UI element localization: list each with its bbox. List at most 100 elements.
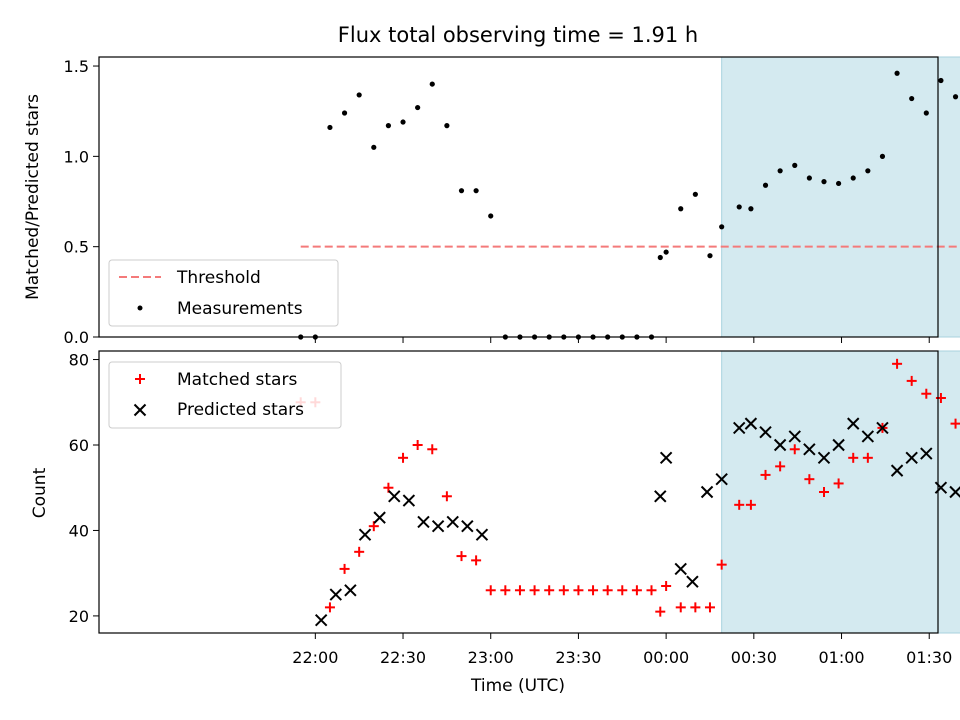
top-y-tick-label: 1.5: [64, 57, 89, 76]
measurement-point: [894, 70, 900, 76]
predicted-point: [905, 451, 918, 465]
top-x-tick-marks: [314, 337, 930, 343]
matched-point: [675, 602, 686, 613]
matched-point: [617, 585, 628, 596]
matched-point: [573, 585, 584, 596]
predicted-point: [388, 490, 401, 503]
x-axis: 22:00 22:30 23:00 23:30 00:00 00:30 01:00 01:30…: [292, 633, 952, 667]
matched-point: [383, 482, 394, 493]
matched-point: [892, 358, 903, 369]
predicted-point: [674, 562, 687, 576]
matched-point: [631, 585, 642, 596]
measurement-point: [762, 182, 769, 188]
matched-point: [734, 499, 745, 510]
predicted-point: [329, 588, 342, 601]
top-panel: 0.0 0.5 1.0 1.5 Matched/Predicted stars Thr…: [23, 56, 960, 347]
x-tick-label: 22:30: [380, 648, 426, 667]
measurement-point: [400, 119, 406, 125]
measurement-point: [736, 204, 742, 210]
top-y-tick-label: 0.5: [64, 238, 89, 257]
matched-point: [704, 602, 715, 613]
predicted-point: [417, 515, 430, 529]
matched-point: [544, 585, 555, 596]
predicted-point: [654, 490, 667, 503]
matched-point: [588, 585, 599, 596]
legend-matched-label: Matched stars: [177, 370, 297, 390]
observing-window-shade-bottom: [721, 350, 960, 634]
measurement-point: [657, 254, 663, 261]
matched-point: [921, 388, 932, 399]
matched-point: [745, 499, 756, 510]
measurement-point: [777, 168, 783, 174]
matched-point: [833, 478, 844, 489]
top-y-axis-label: Matched/Predicted stars: [23, 94, 43, 300]
predicted-point: [817, 451, 831, 465]
measurement-point: [821, 179, 827, 185]
measurement-point: [923, 110, 929, 116]
predicted-point: [431, 519, 445, 533]
matched-point: [339, 563, 350, 574]
predicted-point: [788, 430, 801, 443]
top-y-tick-label: 0.0: [64, 328, 89, 347]
matched-point: [646, 585, 657, 596]
predicted-point: [920, 447, 933, 460]
predicted-point: [847, 417, 860, 430]
legend-matched-marker: [135, 374, 145, 384]
bottom-y-axis-label: Count: [30, 467, 50, 518]
matched-point: [655, 606, 666, 617]
matched-point: [558, 585, 569, 596]
top-axes-frame: [98, 56, 939, 338]
measurement-point: [488, 213, 494, 219]
matched-point: [514, 585, 525, 596]
bottom-y-tick-label: 40: [69, 521, 89, 540]
bottom-y-tick-label: 20: [69, 607, 89, 626]
predicted-point: [949, 485, 960, 499]
predicted-point: [876, 421, 889, 435]
measurement-point: [678, 206, 684, 212]
x-tick-label: 22:00: [292, 648, 338, 667]
matched-point: [862, 452, 873, 463]
bottom-y-tick-label: 80: [69, 351, 89, 370]
measurement-point: [909, 95, 915, 102]
matched-point: [398, 452, 409, 463]
predicted-point: [934, 481, 948, 494]
measurement-point: [792, 162, 798, 168]
x-tick-label: 00:30: [731, 648, 777, 667]
predicted-point: [344, 584, 357, 597]
matched-point: [529, 585, 540, 596]
measurement-point: [415, 104, 421, 111]
matched-point: [818, 487, 829, 497]
legend-measurements-swatch: [137, 305, 143, 311]
measurement-point: [719, 224, 725, 230]
bottom-axes-frame: [98, 350, 939, 634]
chart-title: Flux total observing time = 1.91 h: [338, 23, 698, 47]
predicted-point: [861, 430, 875, 443]
top-y-axis: 0.0 0.5 1.0 1.5: [64, 57, 99, 347]
predicted-stars-series: [314, 417, 960, 627]
matched-point: [354, 546, 365, 557]
matched-point: [789, 444, 800, 455]
measurement-point: [371, 144, 377, 150]
predicted-point: [358, 528, 372, 541]
predicted-point: [659, 451, 673, 465]
measurement-point: [865, 168, 871, 174]
predicted-point: [733, 421, 746, 435]
x-tick-label: 23:00: [468, 648, 514, 667]
predicted-point: [373, 511, 386, 524]
bottom-y-tick-label: 60: [69, 436, 89, 455]
predicted-point: [700, 485, 714, 499]
x-axis-label: Time (UTC): [470, 676, 565, 696]
predicted-point: [759, 425, 772, 439]
measurement-point: [473, 188, 479, 194]
predicted-point: [314, 613, 328, 627]
legend-measurements-label: Measurements: [177, 299, 303, 319]
matched-point: [661, 581, 672, 591]
measurement-point: [356, 92, 362, 98]
matched-point: [471, 555, 482, 566]
measurement-point: [663, 249, 669, 255]
legend-predicted-label: Predicted stars: [177, 400, 304, 420]
predicted-point: [715, 472, 728, 486]
predicted-point: [803, 443, 816, 456]
predicted-point: [686, 575, 699, 588]
